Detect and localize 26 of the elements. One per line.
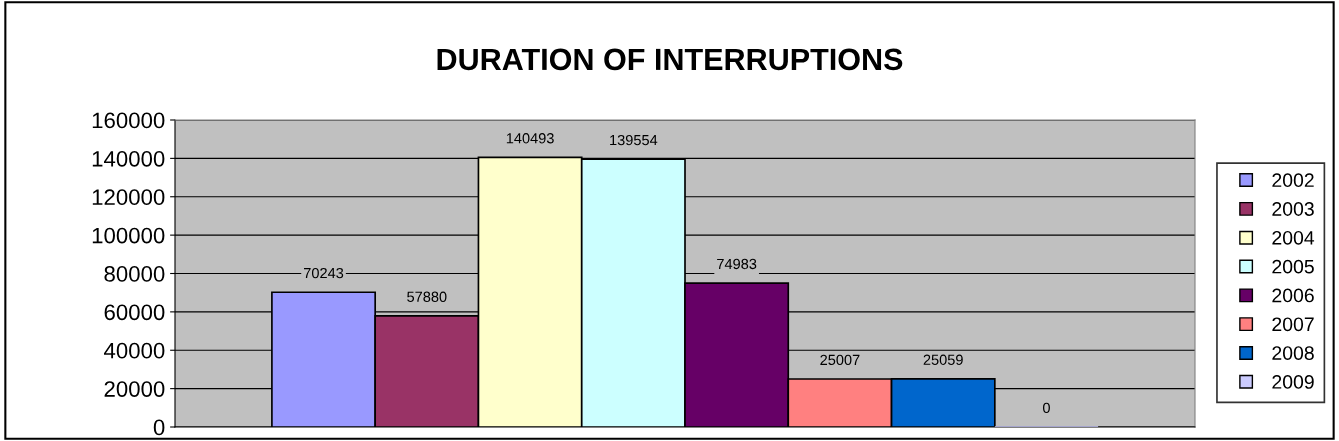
data-label: 74983	[717, 258, 757, 270]
y-tick-label: 40000	[104, 342, 165, 359]
y-tick-label: 0	[153, 419, 165, 436]
y-tick-label: 160000	[92, 112, 165, 129]
legend-label: 2004	[1272, 230, 1315, 245]
legend-label: 2009	[1272, 375, 1314, 389]
data-label: 0	[1042, 402, 1050, 414]
data-label: 25007	[820, 354, 860, 366]
data-label: 140493	[506, 133, 554, 144]
y-tick-label: 20000	[104, 381, 165, 397]
data-label: 57880	[407, 291, 447, 302]
legend-label: 2007	[1272, 317, 1314, 332]
y-tick-label: 100000	[92, 227, 165, 244]
legend-label: 2002	[1272, 173, 1314, 188]
legend-label: 2003	[1272, 202, 1314, 216]
legend-label: 2006	[1272, 288, 1314, 303]
legend-label: 2005	[1272, 259, 1314, 274]
y-tick-label: 120000	[92, 189, 165, 206]
chart-title: DURATION OF INTERRUPTIONS	[437, 48, 903, 71]
y-tick-label: 140000	[92, 150, 165, 167]
legend-label: 2008	[1272, 346, 1314, 360]
data-label: 25059	[923, 354, 963, 365]
y-tick-label: 80000	[104, 266, 165, 282]
data-label: 139554	[610, 134, 658, 146]
y-tick-label: 60000	[104, 304, 165, 321]
data-label: 70243	[304, 267, 344, 279]
